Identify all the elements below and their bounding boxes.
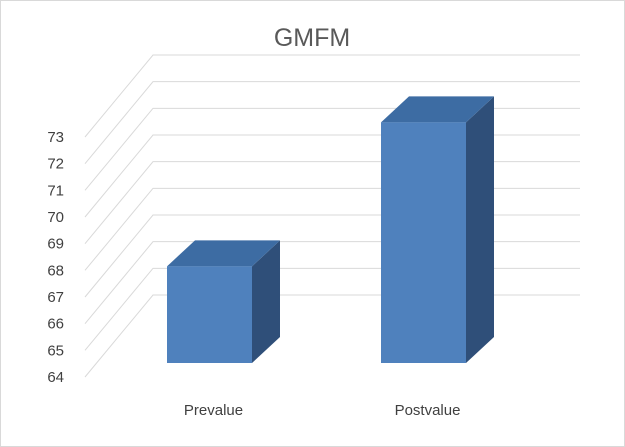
bar-front bbox=[167, 266, 252, 363]
gridline bbox=[84, 267, 580, 351]
y-tick-label: 66 bbox=[47, 316, 64, 333]
y-tick-label: 72 bbox=[47, 156, 64, 173]
gridline bbox=[84, 294, 580, 378]
y-tick-label: 67 bbox=[47, 289, 64, 306]
bar-side bbox=[252, 240, 280, 363]
gridline bbox=[84, 54, 580, 138]
gridline bbox=[84, 81, 580, 164]
bar bbox=[381, 96, 494, 363]
x-category-label: Postvalue bbox=[395, 402, 461, 419]
y-tick-label: 65 bbox=[47, 342, 64, 359]
gridline bbox=[84, 241, 580, 324]
bar-side bbox=[466, 96, 494, 363]
y-axis-ticks: 64 65 66 67 68 69 70 71 72 73 bbox=[47, 129, 64, 386]
gridline bbox=[84, 107, 580, 191]
y-tick-label: 71 bbox=[47, 182, 64, 199]
bars bbox=[167, 96, 494, 363]
y-tick-label: 73 bbox=[47, 129, 64, 146]
gridline bbox=[84, 161, 580, 244]
y-tick-label: 70 bbox=[47, 209, 64, 226]
gridline bbox=[84, 134, 580, 218]
chart-title: GMFM bbox=[274, 24, 350, 52]
bar-top bbox=[167, 240, 280, 267]
x-category-label: Prevalue bbox=[184, 402, 243, 419]
bar-front bbox=[381, 122, 466, 363]
x-axis-labels: Prevalue Postvalue bbox=[184, 402, 461, 419]
gridlines bbox=[84, 54, 580, 378]
bar-top bbox=[381, 96, 494, 123]
y-tick-label: 68 bbox=[47, 262, 64, 279]
gridline bbox=[84, 187, 580, 271]
y-tick-label: 69 bbox=[47, 236, 64, 253]
bar bbox=[167, 240, 280, 363]
y-tick-label: 64 bbox=[47, 369, 64, 386]
gridline bbox=[84, 214, 580, 298]
